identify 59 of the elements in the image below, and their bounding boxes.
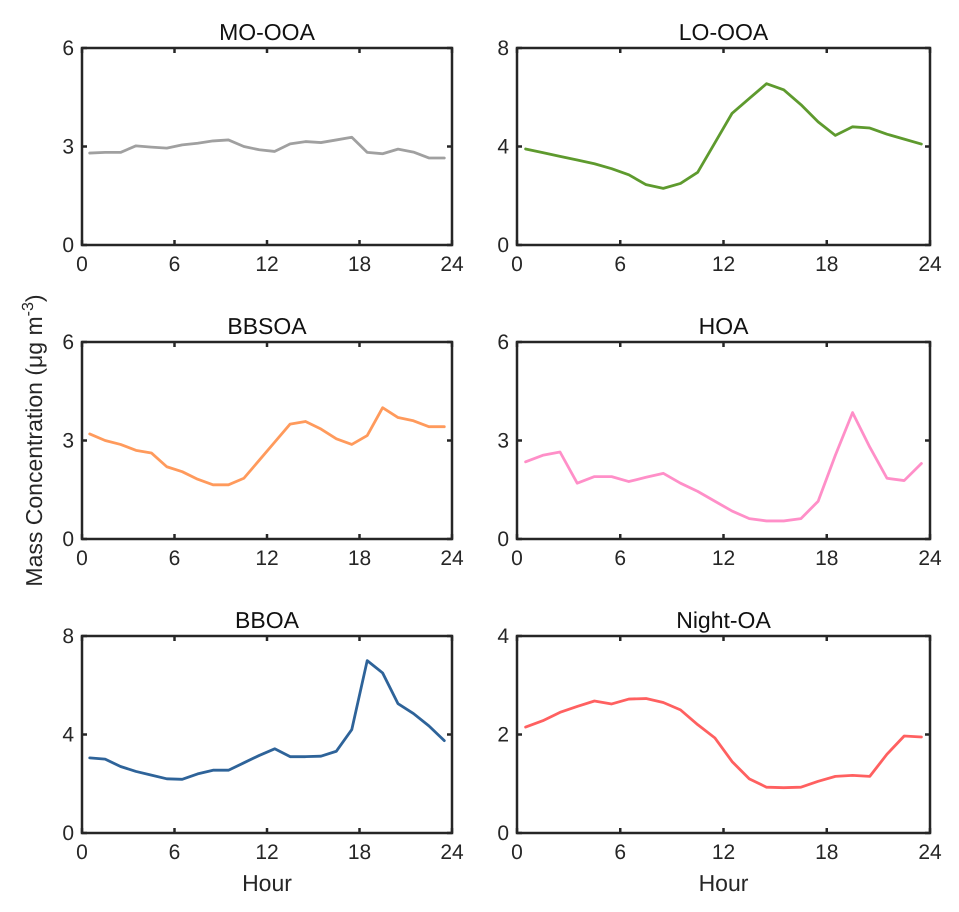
x-tick-label: 12 xyxy=(712,547,736,570)
chart-title: BBSOA xyxy=(227,313,308,339)
x-tick-label: 6 xyxy=(168,253,180,276)
y-tick-label: 0 xyxy=(62,528,74,551)
y-tick-label: 3 xyxy=(497,430,509,452)
x-tick-label: 6 xyxy=(614,547,626,570)
y-tick-label: 6 xyxy=(62,331,74,354)
x-axis-title: Hour xyxy=(242,870,292,896)
line-series xyxy=(524,411,923,522)
x-tick-label: 6 xyxy=(168,841,180,864)
line-series xyxy=(88,659,446,781)
x-tick-label: 12 xyxy=(712,841,736,864)
y-tick-label: 4 xyxy=(497,625,510,648)
x-tick-label: 0 xyxy=(76,841,88,864)
x-tick-label: 6 xyxy=(614,841,626,864)
line-series xyxy=(524,697,923,790)
x-tick-label: 12 xyxy=(255,253,279,276)
x-tick-label: 18 xyxy=(815,253,838,276)
chart-title: BBOA xyxy=(235,607,300,633)
x-tick-label: 24 xyxy=(918,841,942,864)
x-tick-label: 12 xyxy=(712,253,736,276)
x-tick-label: 24 xyxy=(440,547,464,570)
y-tick-label: 3 xyxy=(62,136,74,158)
x-tick-label: 0 xyxy=(76,253,88,276)
y-tick-label: 0 xyxy=(497,234,509,257)
x-tick-label: 18 xyxy=(815,841,838,864)
x-tick-label: 6 xyxy=(614,253,626,276)
y-tick-label: 3 xyxy=(62,430,74,452)
chart-title: LO-OOA xyxy=(678,19,769,45)
line-series xyxy=(88,406,446,486)
chart-title: Night-OA xyxy=(676,607,772,633)
y-tick-label: 8 xyxy=(497,37,509,60)
x-tick-label: 18 xyxy=(348,253,372,276)
x-tick-label: 6 xyxy=(168,547,180,570)
y-tick-label: 6 xyxy=(497,331,509,354)
x-tick-label: 12 xyxy=(255,841,279,864)
line-series xyxy=(524,82,923,190)
x-tick-label: 24 xyxy=(440,841,464,864)
x-tick-label: 24 xyxy=(440,253,464,276)
y-tick-label: 2 xyxy=(497,724,509,746)
x-tick-label: 18 xyxy=(348,547,372,570)
y-tick-label: 0 xyxy=(62,822,74,845)
x-tick-label: 18 xyxy=(348,841,372,864)
y-tick-label: 8 xyxy=(62,625,74,648)
line-series xyxy=(88,136,446,160)
x-tick-label: 12 xyxy=(255,547,279,570)
chart-title: HOA xyxy=(698,313,750,339)
x-tick-label: 24 xyxy=(918,547,942,570)
chart-title: MO-OOA xyxy=(219,19,316,45)
x-tick-label: 0 xyxy=(76,547,88,570)
x-tick-label: 24 xyxy=(918,253,942,276)
y-tick-label: 0 xyxy=(62,234,74,257)
y-tick-label: 0 xyxy=(497,822,509,845)
y-tick-label: 0 xyxy=(497,528,509,551)
y-tick-label: 4 xyxy=(62,724,74,746)
y-tick-label: 6 xyxy=(62,37,74,60)
x-axis-title: Hour xyxy=(698,870,749,896)
y-tick-label: 4 xyxy=(497,136,510,158)
x-tick-label: 18 xyxy=(815,547,838,570)
